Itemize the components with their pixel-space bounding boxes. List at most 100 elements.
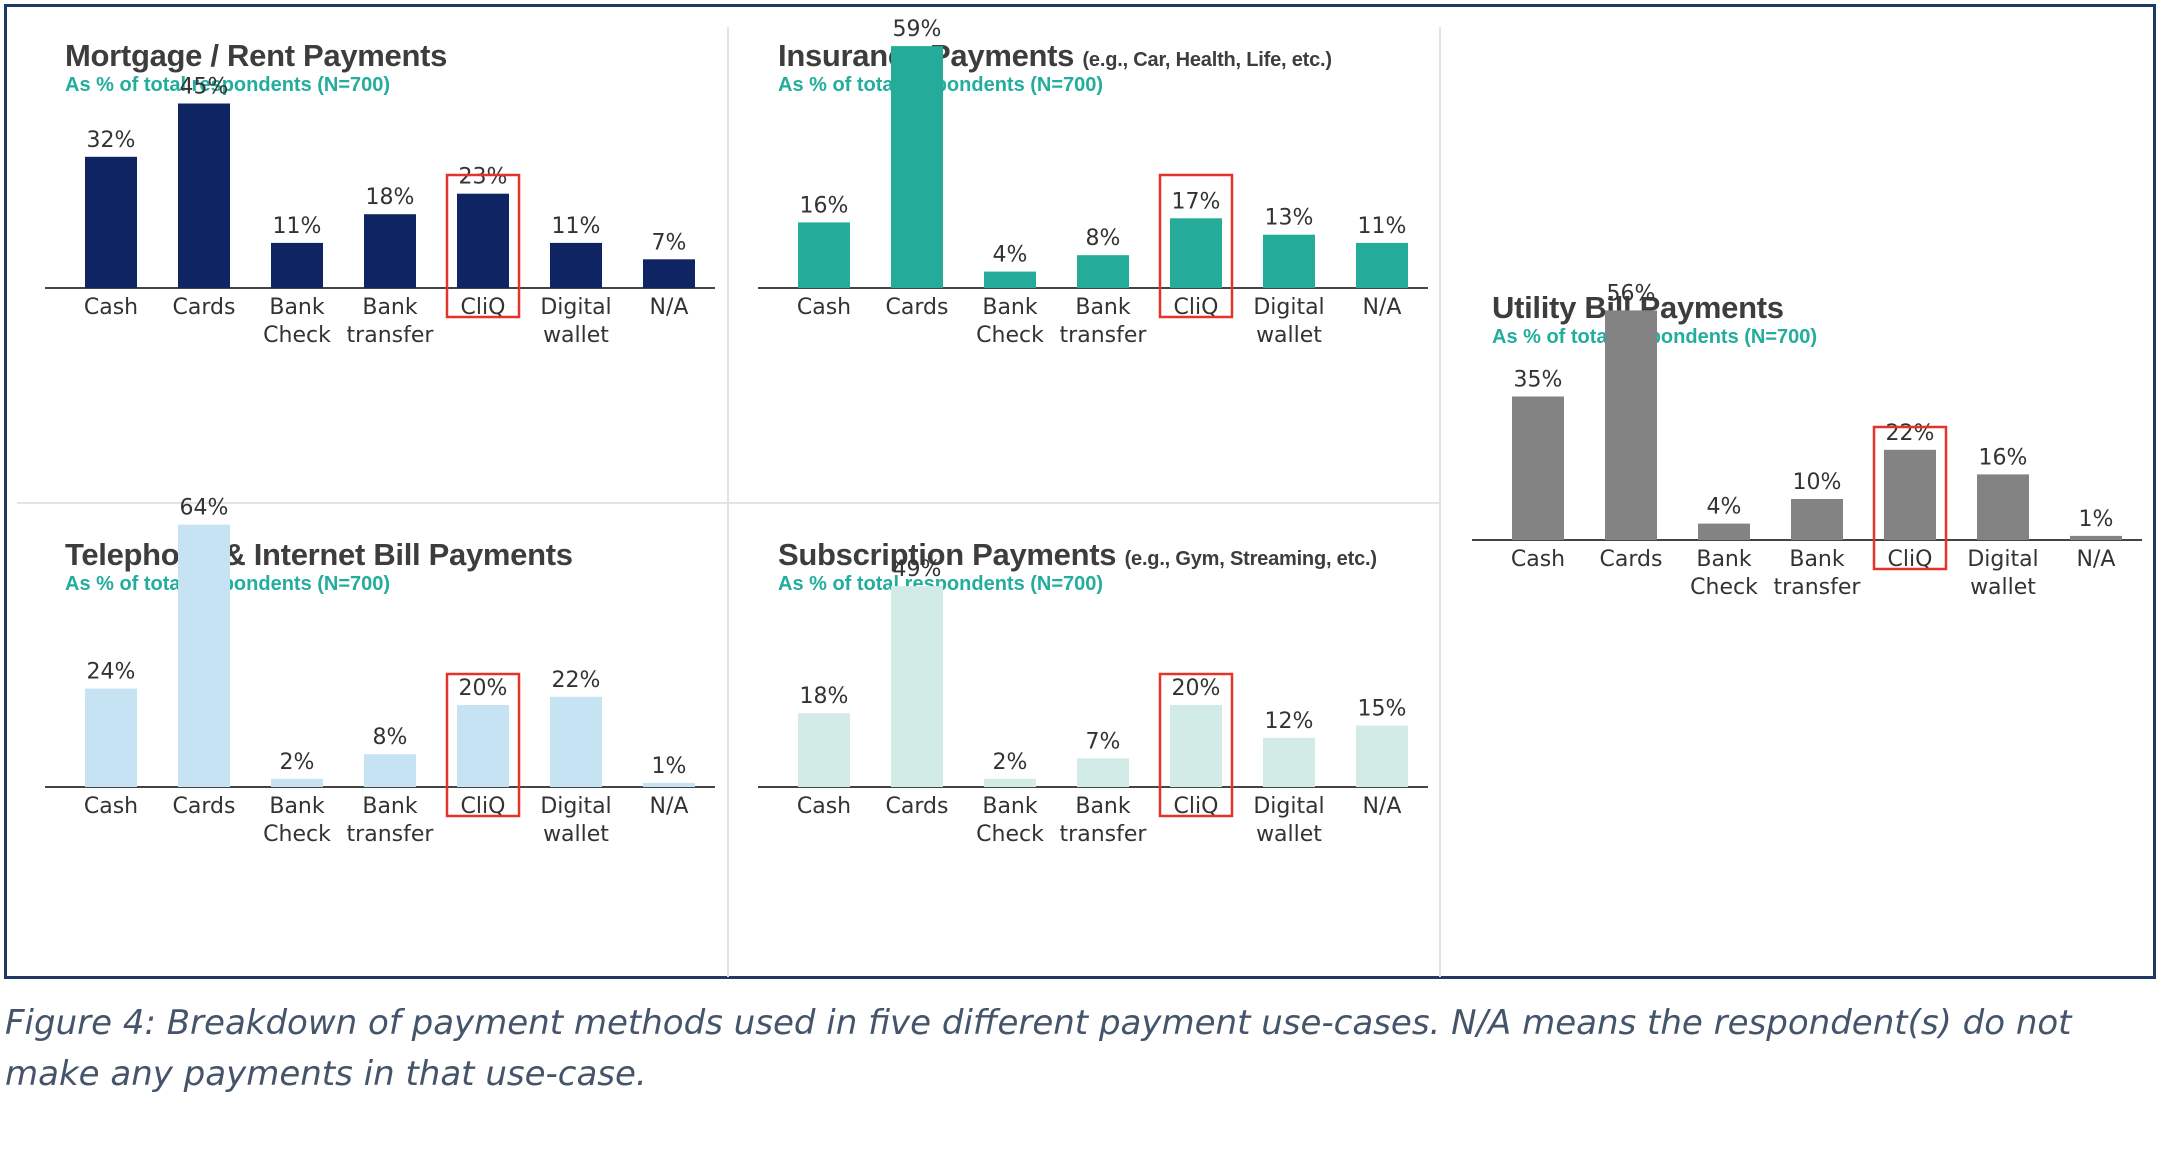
category-tick-label: Cards [1600, 547, 1663, 572]
bar-cliq [1884, 449, 1936, 540]
bar-value-label: 8% [373, 725, 408, 750]
bar-chart-utility: 35% Cash 56% Cards 4% Bank Check 10% Bank transfe… [1472, 281, 2142, 600]
category-tick-label: Cards [886, 794, 949, 819]
category-tick-line: Cash [797, 295, 851, 320]
category-tick-line: N/A [650, 794, 689, 819]
category-tick-line: Check [976, 323, 1044, 348]
bar-cash [798, 713, 850, 787]
category-tick-label: Bank transfer [1060, 295, 1148, 348]
category-tick-line: Digital [540, 295, 611, 320]
category-tick-label: Digital wallet [540, 794, 611, 847]
category-tick-line: Cards [173, 794, 236, 819]
bar-cliq [1170, 218, 1222, 288]
cliq-highlight-box [1158, 672, 1234, 818]
category-tick-line: wallet [1970, 575, 2036, 600]
bar-bank-transfer [1791, 499, 1843, 540]
category-tick-line: N/A [650, 295, 689, 320]
bar-n-a [1356, 242, 1408, 288]
category-tick-label: Bank transfer [1774, 547, 1862, 600]
chart-subtitle: As % of total respondents (N=700) [65, 74, 391, 96]
bar-cards [178, 524, 230, 787]
category-tick-label: Digital wallet [1253, 295, 1324, 348]
bar-cards [178, 103, 230, 288]
bar-value-label: 49% [893, 557, 942, 582]
category-tick-label: N/A [2077, 547, 2116, 572]
bar-cash [1512, 396, 1564, 540]
bar-value-label: 13% [1265, 206, 1314, 231]
bar-value-label: 2% [280, 750, 315, 775]
chart-title: Subscription Payments (e.g., Gym, Stream… [778, 537, 1377, 573]
bar-value-label: 4% [993, 243, 1028, 268]
bar-value-label: 35% [1514, 368, 1563, 393]
bar-value-label: 20% [459, 676, 508, 701]
category-tick-line: transfer [347, 822, 435, 847]
category-tick-line: Bank [362, 295, 418, 320]
category-tick-line: wallet [1256, 323, 1322, 348]
bar-cash [85, 156, 137, 288]
category-tick-label: Cash [84, 295, 138, 320]
bar-value-label: 20% [1172, 676, 1221, 701]
category-tick-line: Bank [269, 295, 325, 320]
bar-value-label: 2% [993, 750, 1028, 775]
category-tick-line: N/A [1363, 794, 1402, 819]
cliq-highlight-box [1872, 425, 1948, 571]
category-tick-label: N/A [1363, 295, 1402, 320]
category-tick-line: Cash [1511, 547, 1565, 572]
category-tick-label: Digital wallet [1253, 794, 1324, 847]
category-tick-line: Cards [886, 295, 949, 320]
chart-title-note: (e.g., Gym, Streaming, etc.) [1124, 548, 1377, 570]
category-tick-line: Cards [173, 295, 236, 320]
bar-chart-subscription: 18% Cash 49% Cards 2% Bank Check 7% Bank transfer… [758, 557, 1428, 847]
bar-value-label: 18% [800, 684, 849, 709]
bar-value-label: 11% [1358, 214, 1407, 239]
category-tick-label: N/A [650, 794, 689, 819]
bar-value-label: 8% [1086, 226, 1121, 251]
horizontal-divider [17, 502, 1439, 504]
chart-title-text: Telephone & Internet Bill Payments [65, 537, 573, 572]
bar-n-a [1356, 725, 1408, 787]
category-tick-line: transfer [1774, 575, 1862, 600]
bar-value-label: 18% [366, 185, 415, 210]
category-tick-line: N/A [2077, 547, 2116, 572]
bar-chart-telephone: 24% Cash 64% Cards 2% Bank Check 8% Bank transfer… [45, 496, 715, 847]
category-tick-line: Cash [84, 295, 138, 320]
category-tick-label: Bank transfer [347, 794, 435, 847]
chart-panel-utility: Utility Bill Payments As % of total resp… [1472, 281, 2163, 790]
bar-cash [798, 222, 850, 288]
category-tick-label: Cash [84, 794, 138, 819]
bar-value-label: 7% [652, 230, 687, 255]
bar-bank-check [984, 271, 1036, 288]
chart-title-text: Subscription Payments [778, 537, 1117, 572]
chart-subtitle: As % of total respondents (N=700) [778, 573, 1104, 595]
category-tick-line: Cash [84, 794, 138, 819]
category-tick-label: Cash [797, 295, 851, 320]
chart-panel-mortgage: Mortgage / Rent Payments As % of total r… [45, 38, 785, 538]
category-tick-line: N/A [1363, 295, 1402, 320]
bar-value-label: 64% [180, 496, 229, 521]
bar-bank-transfer [364, 754, 416, 787]
category-tick-label: Bank Check [263, 295, 331, 348]
bar-value-label: 16% [800, 193, 849, 218]
category-tick-line: Check [263, 822, 331, 847]
category-tick-line: Bank [1789, 547, 1845, 572]
bar-bank-check [1698, 523, 1750, 540]
bar-value-label: 7% [1086, 729, 1121, 754]
category-tick-label: Digital wallet [540, 295, 611, 348]
cliq-highlight-box [1158, 173, 1234, 319]
bar-chart-insurance: 16% Cash 59% Cards 4% Bank Check 8% Bank transfer… [758, 17, 1428, 348]
chart-panel-subscription: Subscription Payments (e.g., Gym, Stream… [758, 537, 1498, 1037]
figure-caption: Figure 4: Breakdown of payment methods u… [5, 1003, 2072, 1094]
category-tick-line: Digital [1253, 295, 1324, 320]
bar-cliq [457, 705, 509, 787]
bar-bank-transfer [1077, 255, 1129, 288]
chart-title: Mortgage / Rent Payments [65, 38, 447, 74]
bar-digital-wallet [550, 242, 602, 288]
bar-value-label: 16% [1979, 445, 2028, 470]
category-tick-line: transfer [1060, 323, 1148, 348]
category-tick-line: Bank [1696, 547, 1752, 572]
category-tick-label: Bank Check [1690, 547, 1758, 600]
bar-cliq [1170, 705, 1222, 787]
category-tick-label: Digital wallet [1967, 547, 2038, 600]
category-tick-line: Digital [540, 794, 611, 819]
category-tick-label: Cards [886, 295, 949, 320]
